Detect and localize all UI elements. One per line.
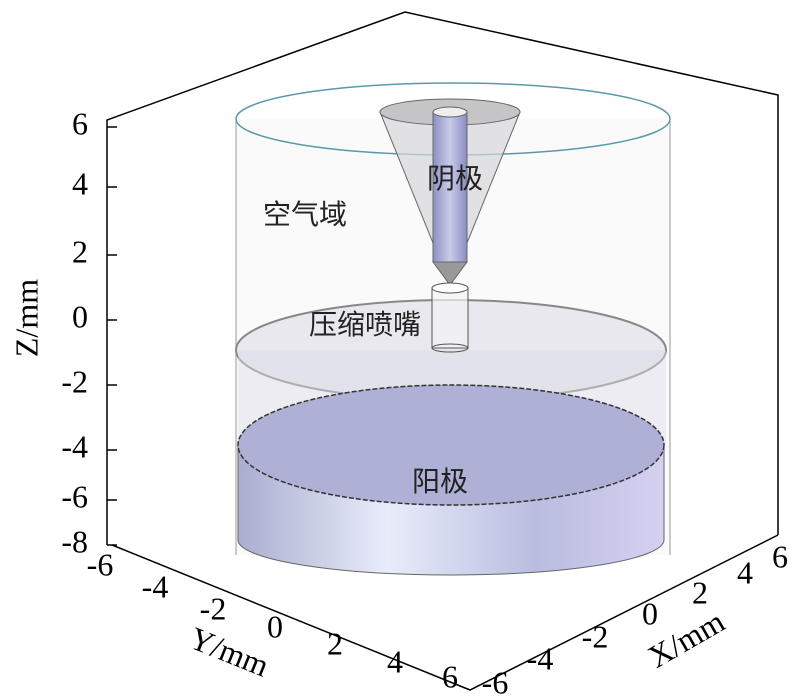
z-title: Z/mm [8, 279, 44, 357]
z-tick-label: 0 [72, 298, 88, 334]
anode-label: 阳极 [412, 465, 468, 498]
cylinder [236, 83, 670, 575]
z-tick-label: -2 [61, 363, 88, 399]
x-tick-label: 6 [772, 538, 788, 574]
z-tick-label: 2 [72, 233, 88, 269]
z-tick-label: -8 [61, 523, 88, 559]
air-label: 空气域 [263, 198, 347, 231]
y-tick-label: -6 [87, 546, 114, 582]
z-tick-label: -6 [61, 478, 88, 514]
diagram: 空气域 阴极 压缩喷嘴 阳极 Z/mm Y/mm X/mm 6420-2-4-6… [0, 0, 794, 697]
z-tick-label: -4 [61, 428, 88, 464]
y-tick-label: -2 [200, 590, 227, 626]
y-title: Y/mm [185, 620, 274, 684]
z-tick-label: 6 [72, 105, 88, 141]
x-tick-label: 0 [642, 595, 658, 631]
y-tick-label: 0 [267, 608, 283, 644]
y-tick-label: -4 [142, 568, 169, 604]
nozzle-label: 压缩喷嘴 [309, 308, 421, 341]
x-tick-label: -6 [482, 664, 509, 697]
x-tick-label: 4 [737, 554, 753, 590]
x-tick-label: -4 [527, 640, 554, 676]
y-tick-label: 6 [442, 658, 458, 694]
nozzle [432, 288, 468, 348]
y-tick-label: 4 [387, 643, 403, 679]
z-tick-label: 4 [72, 165, 88, 201]
x-tick-label: 2 [692, 574, 708, 610]
rod-top [433, 107, 467, 117]
x-tick-label: -2 [582, 618, 609, 654]
cathode-label: 阴极 [427, 162, 483, 195]
nozzle-top [432, 283, 468, 293]
y-tick-label: 2 [327, 625, 343, 661]
